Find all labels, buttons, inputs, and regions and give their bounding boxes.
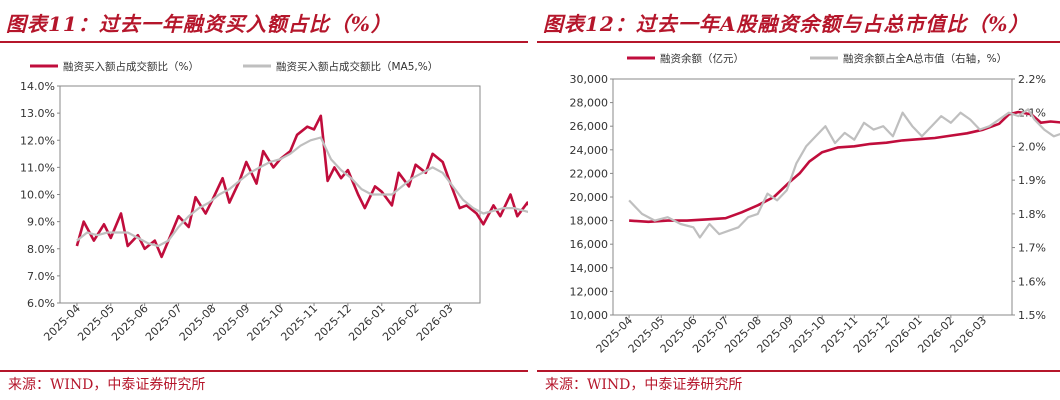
y2-tick-label: 1.8% bbox=[1018, 208, 1046, 221]
plot-frame bbox=[612, 78, 1013, 316]
y-tick-label: 6.0% bbox=[27, 297, 55, 310]
y-tick-label: 18,000 bbox=[570, 215, 609, 228]
series-line-1 bbox=[75, 114, 528, 259]
series-line-1 bbox=[629, 110, 1060, 224]
y-tick-label: 10,000 bbox=[570, 309, 609, 322]
title-rule bbox=[0, 41, 528, 43]
x-tick-label: 2026-03 bbox=[414, 302, 456, 344]
chart-panel-left: 图表11：过去一年融资买入额占比（%） 6.0% 7.0% 8.0% 9.0% 10.0… bbox=[0, 0, 528, 400]
legend-label: 融资买入额占成交额比（MA5,%） bbox=[276, 60, 438, 73]
chart-panel-right: 图表12：过去一年A股融资余额与占总市值比（%） 10,000 12,000 14,… bbox=[537, 0, 1060, 400]
y2-tick-label: 2.0% bbox=[1018, 140, 1046, 153]
chart-title: 图表12：过去一年A股融资余额与占总市值比（%） bbox=[543, 12, 1030, 36]
y-tick-label: 9.0% bbox=[27, 216, 55, 229]
y-tick-label: 13.0% bbox=[20, 107, 55, 120]
y-tick-label: 14,000 bbox=[570, 262, 609, 275]
line-chart: 6.0% 7.0% 8.0% 9.0% 10.0% 11.0% 12.0% 13.0% 14.0… bbox=[20, 60, 528, 344]
y2-tick-label: 1.9% bbox=[1018, 174, 1046, 187]
y-tick-label: 12,000 bbox=[570, 285, 609, 298]
y-tick-label: 12.0% bbox=[20, 134, 55, 147]
y-tick-label: 20,000 bbox=[570, 191, 609, 204]
y-tick-label: 30,000 bbox=[570, 73, 609, 86]
chart-title: 图表11：过去一年融资买入额占比（%） bbox=[6, 12, 392, 36]
source-rule bbox=[0, 370, 528, 372]
y2-tick-label: 1.6% bbox=[1018, 275, 1046, 288]
source-note: 来源：WIND，中泰证券研究所 bbox=[8, 377, 206, 393]
y2-tick-label: 2.2% bbox=[1018, 73, 1046, 86]
y-tick-label: 26,000 bbox=[570, 120, 609, 133]
y-tick-label: 24,000 bbox=[570, 144, 609, 157]
y-tick-label: 8.0% bbox=[27, 243, 55, 256]
legend-label: 融资余额占全A总市值（右轴，%） bbox=[843, 52, 1007, 65]
source-note: 来源：WIND，中泰证券研究所 bbox=[545, 377, 743, 393]
legend-label: 融资余额（亿元） bbox=[660, 52, 744, 65]
y-tick-label: 11.0% bbox=[20, 161, 55, 174]
y-tick-label: 10.0% bbox=[20, 189, 55, 202]
legend-label: 融资买入额占成交额比（%） bbox=[63, 60, 199, 73]
y-tick-label: 16,000 bbox=[570, 238, 609, 251]
title-rule bbox=[537, 41, 1060, 43]
series-line-2 bbox=[628, 108, 1060, 239]
y-tick-label: 7.0% bbox=[27, 270, 55, 283]
series-line-2 bbox=[76, 136, 528, 248]
y2-tick-label: 1.7% bbox=[1018, 242, 1046, 255]
y-tick-label: 28,000 bbox=[570, 97, 609, 110]
y-tick-label: 22,000 bbox=[570, 167, 609, 180]
source-rule bbox=[537, 370, 1060, 372]
y2-tick-label: 2.1% bbox=[1018, 107, 1046, 120]
y-tick-label: 14.0% bbox=[20, 80, 55, 93]
plot-frame bbox=[59, 85, 481, 304]
y2-tick-label: 1.5% bbox=[1018, 309, 1046, 322]
dual-axis-line-chart: 10,000 12,000 14,000 16,000 18,000 20,000 22,0… bbox=[570, 52, 1060, 356]
